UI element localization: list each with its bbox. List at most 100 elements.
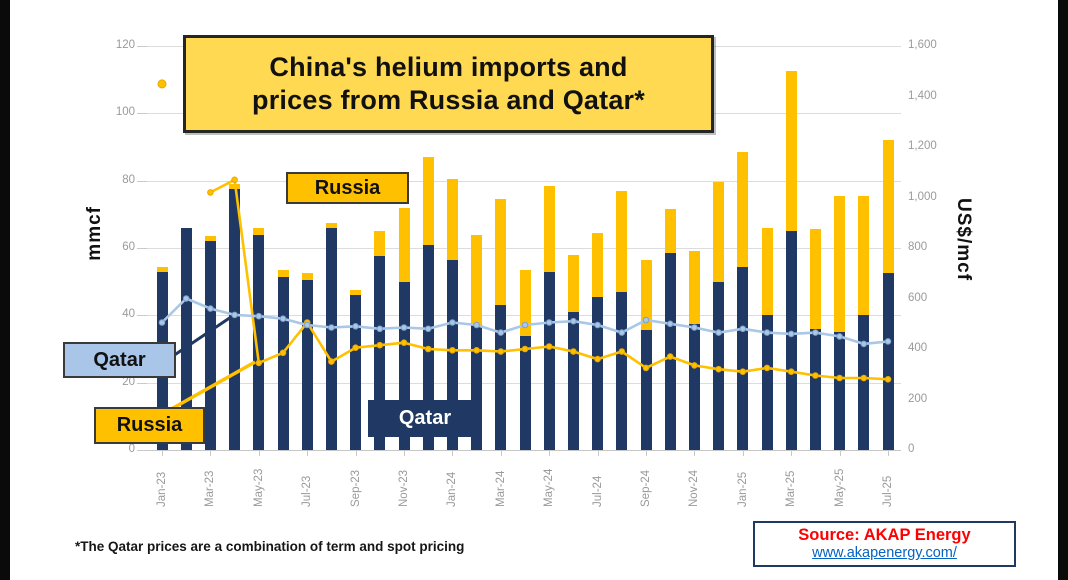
russia-import-bar-Oct-23 [374,231,386,257]
russia-imports-series-label: Russia [286,172,409,204]
left-axis-tickmark [137,180,147,182]
russia-import-bar-Mar-24 [495,199,507,306]
qatar-import-bar-Sep-23 [350,295,362,450]
qatar-import-bar-Mar-23 [204,241,216,450]
left-axis-title: mmcf [84,206,105,261]
russia-import-bar-Aug-23 [325,222,337,228]
russia-import-bar-Sep-23 [350,290,362,296]
right-axis-tick-label: 1,200 [908,140,937,152]
right-black-strip [1058,0,1068,580]
right-axis-tick-label: 1,000 [908,190,937,203]
russia-import-bar-Apr-24 [519,269,531,336]
russia-import-bar-Nov-24 [688,251,700,324]
left-axis-tickmark [137,248,147,249]
left-axis-tickmark [137,315,147,317]
chart-title-line-2: prices from Russia and Qatar* [252,85,645,115]
russia-import-bar-Nov-23 [398,207,410,282]
left-axis-tick-label: 60 [122,241,135,253]
x-axis-tickmark [888,450,889,456]
russia-import-bar-Aug-24 [616,190,628,292]
left-axis-tick-label: 80 [122,173,135,186]
qatar-import-bar-Apr-23 [229,189,241,450]
x-axis-tickmark [355,450,357,456]
x-axis-tickmark [307,450,309,456]
x-axis-tickmark [258,450,260,456]
russia-import-bar-Dec-23 [422,157,434,245]
x-axis-tickmark [404,450,405,456]
left-axis-tickmark [137,382,147,384]
left-axis-tickmark [137,113,147,115]
qatar-import-bar-Jul-23 [301,279,313,450]
right-axis-tick-label: 200 [908,392,928,405]
russia-import-bar-Jan-23 [156,266,168,272]
right-axis-tick-label: 600 [908,291,928,304]
russia-import-bar-Apr-23 [229,184,241,190]
source-text: Source: AKAP Energy [798,526,971,544]
qatar-import-bar-Jun-25 [858,315,870,450]
russia-import-bar-Apr-25 [809,229,821,329]
russia-price-series-label: Russia [94,407,205,444]
qatar-import-bar-Apr-25 [809,328,821,450]
russia-import-bar-Jul-25 [882,140,894,274]
qatar-import-bar-Sep-24 [640,330,652,450]
qatar-import-bar-Jul-25 [882,273,894,450]
qatar-import-bar-Jan-25 [737,266,749,450]
chart-title-box: China's helium imports and prices from R… [183,35,714,133]
russia-import-bar-May-23 [253,227,265,235]
x-axis-tickmark [597,450,599,456]
chart-title-line-1: China's helium imports and [269,52,628,82]
qatar-import-bar-Dec-24 [713,281,725,450]
qatar-import-bar-Mar-25 [785,231,797,450]
russia-import-bar-Jun-23 [277,269,289,277]
right-axis-title: US$/mcf [953,198,974,282]
russia-import-bar-Jun-24 [567,254,579,312]
right-axis-tick-label: 1,400 [908,89,937,102]
qatar-import-bar-Mar-24 [495,305,507,450]
left-axis-tick-label: 120 [115,39,135,51]
x-axis-tickmark [162,450,163,456]
qatar-imports-series-label: Qatar [368,400,482,437]
gridline-0 [147,450,901,451]
qatar-import-bar-Aug-24 [616,291,628,450]
qatar-import-bar-Feb-25 [761,315,773,450]
russia-import-bar-May-24 [543,185,555,272]
russia-import-bar-Feb-24 [471,234,483,326]
left-axis-tickmark [137,450,147,451]
qatar-import-bar-May-23 [253,234,265,450]
x-axis-tickmark [549,450,551,456]
russia-import-bar-Jul-23 [301,273,313,280]
qatar-import-bar-Nov-24 [688,323,700,450]
russia-import-bar-Feb-25 [761,227,773,316]
russia-import-bar-Mar-25 [785,71,797,232]
qatar-import-bar-Jun-24 [567,311,579,450]
qatar-import-bar-Apr-24 [519,335,531,450]
russia-import-bar-Jun-25 [858,195,870,316]
russia-import-bar-Jan-24 [446,178,458,260]
x-axis-tickmark [500,450,502,456]
left-axis-tickmark [137,46,147,47]
right-axis-tick-label: 1,600 [908,39,937,51]
source-link[interactable]: www.akapenergy.com/ [812,545,957,561]
left-axis-tick-label: 100 [115,106,135,119]
left-axis-tick-label: 40 [122,308,135,321]
left-axis-tick-label: 0 [128,443,135,455]
source-box: Source: AKAP Energy www.akapenergy.com/ [753,521,1016,567]
x-axis-tickmark [210,450,212,456]
x-axis-tickmark [452,450,454,456]
qatar-price-series-label: Qatar [63,342,176,378]
x-axis-tickmark [646,450,647,456]
right-axis-tick-label: 400 [908,342,928,354]
qatar-import-bar-Oct-24 [664,253,676,450]
qatar-import-bar-Feb-24 [471,325,483,450]
right-axis-tick-label: 800 [908,241,928,253]
russia-import-bar-Sep-24 [640,259,652,331]
qatar-import-bar-Aug-23 [325,227,337,450]
russia-import-bar-Oct-24 [664,209,676,254]
right-axis-tick-label: 0 [908,443,915,455]
russia-import-bar-Dec-24 [713,182,725,282]
qatar-import-bar-May-24 [543,271,555,450]
left-axis-tick-label: 20 [122,375,135,388]
qatar-import-bar-May-25 [834,332,846,450]
